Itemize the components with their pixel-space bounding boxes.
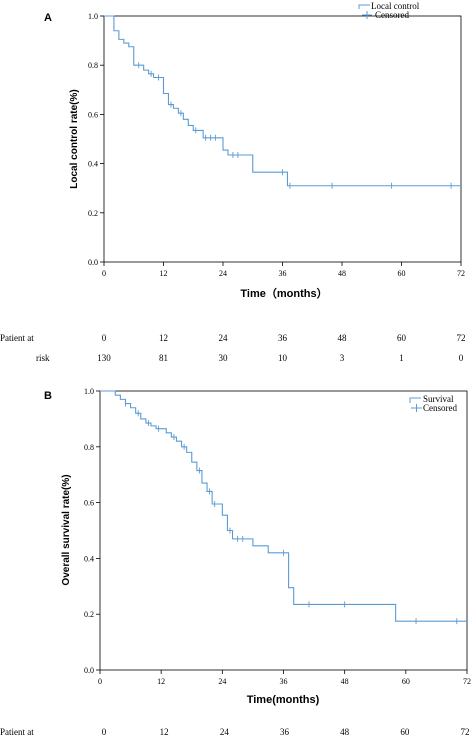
risk-time-label: 60 xyxy=(400,727,410,737)
y-tick-label: 0.4 xyxy=(88,160,98,169)
km-step-curve xyxy=(100,390,467,622)
risk-count-label: 0 xyxy=(459,353,464,363)
x-tick-label: 36 xyxy=(279,269,287,278)
y-tick-label: 0.6 xyxy=(84,499,94,508)
panel-a-curve-group xyxy=(104,15,461,189)
risk-count-label: 10 xyxy=(278,353,288,363)
x-tick-label: 48 xyxy=(341,677,349,686)
risk-time-label: 0 xyxy=(102,333,107,343)
panel-b-plot-frame xyxy=(99,390,468,671)
legend-entry-censored: Censored xyxy=(423,403,457,413)
panel-b-curve-group xyxy=(100,390,467,625)
risk-label-line1: Patient at xyxy=(0,333,34,343)
x-tick-label: 12 xyxy=(157,677,165,686)
panel-a-legend: Local control Censored xyxy=(358,1,420,20)
risk-time-label: 24 xyxy=(219,333,229,343)
risk-time-label: 36 xyxy=(280,727,290,737)
panel-b-x-ticks: 0 12 24 36 48 60 72 xyxy=(98,670,471,686)
risk-times-row: 0 12 24 36 48 60 72 xyxy=(102,333,466,343)
risk-time-label: 48 xyxy=(340,727,350,737)
panel-b-y-axis-title: Overall survival rate(%) xyxy=(61,474,72,585)
panel-a: A 0.0 0.2 0.4 0.6 0.8 1.0 0 12 24 36 48 60 72 Local… xyxy=(0,1,466,363)
risk-count-label: 3 xyxy=(340,353,345,363)
legend-entry-survival: Survival xyxy=(423,394,454,404)
y-tick-label: 1.0 xyxy=(84,387,94,396)
risk-count-label: 1 xyxy=(399,353,404,363)
risk-time-label: 48 xyxy=(338,333,348,343)
risk-count-label: 81 xyxy=(159,353,168,363)
panel-b-risk-table: Patient at 0 12 24 36 48 60 72 xyxy=(0,727,470,737)
panel-a-plot-frame xyxy=(103,15,462,263)
risk-count-label: 130 xyxy=(97,353,111,363)
x-tick-label: 36 xyxy=(280,677,288,686)
km-step-curve xyxy=(104,15,461,187)
legend-entry-local-control: Local control xyxy=(371,1,420,11)
risk-label-line2: risk xyxy=(36,353,50,363)
risk-time-label: 72 xyxy=(457,333,466,343)
y-tick-label: 0.8 xyxy=(84,443,94,452)
panel-a-x-axis-title: Time（months） xyxy=(240,287,327,300)
x-tick-label: 0 xyxy=(98,677,102,686)
panel-b-y-ticks: 0.0 0.2 0.4 0.6 0.8 1.0 xyxy=(84,387,100,675)
panel-a-y-ticks: 0.0 0.2 0.4 0.6 0.8 1.0 xyxy=(88,12,104,267)
y-tick-label: 0.4 xyxy=(84,554,94,563)
x-tick-label: 60 xyxy=(402,677,410,686)
panel-a-x-ticks: 0 12 24 36 48 60 72 xyxy=(102,262,465,278)
panel-a-y-axis-title: Local control rate(%) xyxy=(69,89,80,188)
y-tick-label: 1.0 xyxy=(88,12,98,21)
y-tick-label: 0.2 xyxy=(88,209,98,218)
panel-a-risk-table: Patient at risk 0 12 24 36 48 60 72 130 81 30 10 3… xyxy=(0,333,466,363)
risk-time-label: 12 xyxy=(159,333,168,343)
y-tick-label: 0.0 xyxy=(88,258,98,267)
risk-times-row: 0 12 24 36 48 60 72 xyxy=(102,727,470,737)
x-tick-label: 24 xyxy=(218,677,226,686)
x-tick-label: 72 xyxy=(457,269,465,278)
y-tick-label: 0.8 xyxy=(88,61,98,70)
risk-time-label: 72 xyxy=(461,727,470,737)
legend-step-swatch xyxy=(409,397,421,403)
panel-b: B 0.0 0.2 0.4 0.6 0.8 1.0 0 12 24 36 48 60 72 Overa… xyxy=(0,387,471,737)
y-tick-label: 0.0 xyxy=(84,666,94,675)
risk-count-label: 30 xyxy=(219,353,229,363)
y-tick-label: 0.6 xyxy=(88,110,98,119)
risk-time-label: 24 xyxy=(220,727,230,737)
panel-a-label: A xyxy=(44,12,52,24)
legend-entry-censored: Censored xyxy=(375,10,409,20)
risk-time-label: 0 xyxy=(102,727,107,737)
risk-time-label: 36 xyxy=(278,333,288,343)
x-tick-label: 60 xyxy=(398,269,406,278)
panel-b-legend: Survival Censored xyxy=(409,394,457,413)
x-tick-label: 72 xyxy=(463,677,471,686)
risk-counts-row: 130 81 30 10 3 1 0 xyxy=(97,353,464,363)
risk-time-label: 12 xyxy=(160,727,169,737)
panel-b-x-axis-title: Time(months) xyxy=(247,694,320,706)
legend-step-swatch xyxy=(358,4,370,9)
risk-time-label: 60 xyxy=(397,333,407,343)
x-tick-label: 48 xyxy=(338,269,346,278)
y-tick-label: 0.2 xyxy=(84,610,94,619)
risk-label-line1: Patient at xyxy=(0,727,34,737)
x-tick-label: 12 xyxy=(160,269,168,278)
x-tick-label: 24 xyxy=(219,269,227,278)
x-tick-label: 0 xyxy=(102,269,106,278)
panel-b-label: B xyxy=(44,390,52,402)
